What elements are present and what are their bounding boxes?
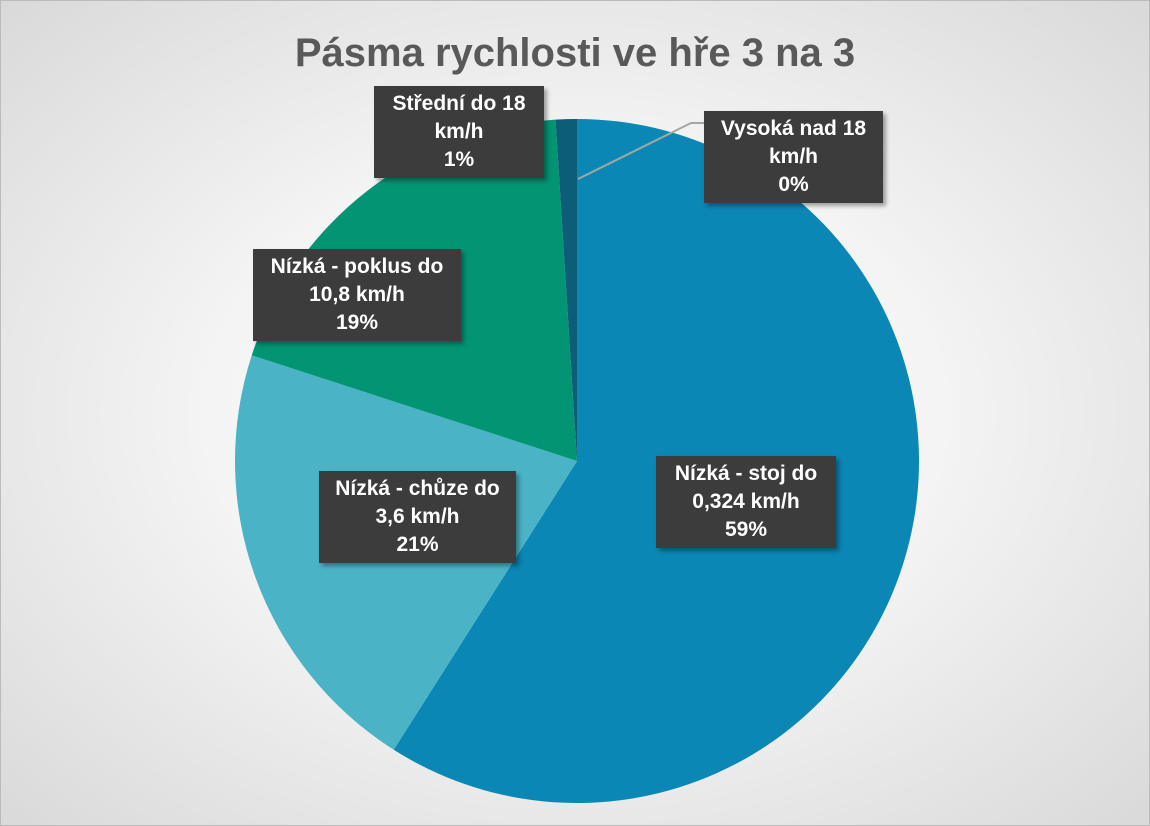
chart-title: Pásma rychlosti ve hře 3 na 3 <box>294 31 856 75</box>
value-label: 1% <box>443 148 475 171</box>
data-label: Nízká - chůze do 3,6 km/h 21% <box>319 471 516 563</box>
category-label: Vysoká nad 18 km/h <box>720 117 867 168</box>
category-label: Nízká - stoj do 0,324 km/h <box>674 462 818 513</box>
data-label: Nízká - poklus do 10,8 km/h 19% <box>253 249 461 341</box>
pie-slice <box>555 119 577 461</box>
data-label: Střední do 18 km/h 1% <box>374 86 544 178</box>
value-label: 19% <box>335 311 379 334</box>
value-label: 59% <box>724 518 768 541</box>
data-label: Vysoká nad 18 km/h 0% <box>704 111 883 203</box>
value-label: 21% <box>396 533 439 556</box>
category-label: Nízká - chůze do 3,6 km/h <box>335 477 500 528</box>
leader-line <box>577 122 704 180</box>
category-label: Střední do 18 km/h <box>392 92 526 143</box>
value-label: 0% <box>778 173 809 196</box>
data-label: Nízká - stoj do 0,324 km/h 59% <box>656 456 836 548</box>
category-label: Nízká - poklus do 10,8 km/h <box>270 255 444 306</box>
